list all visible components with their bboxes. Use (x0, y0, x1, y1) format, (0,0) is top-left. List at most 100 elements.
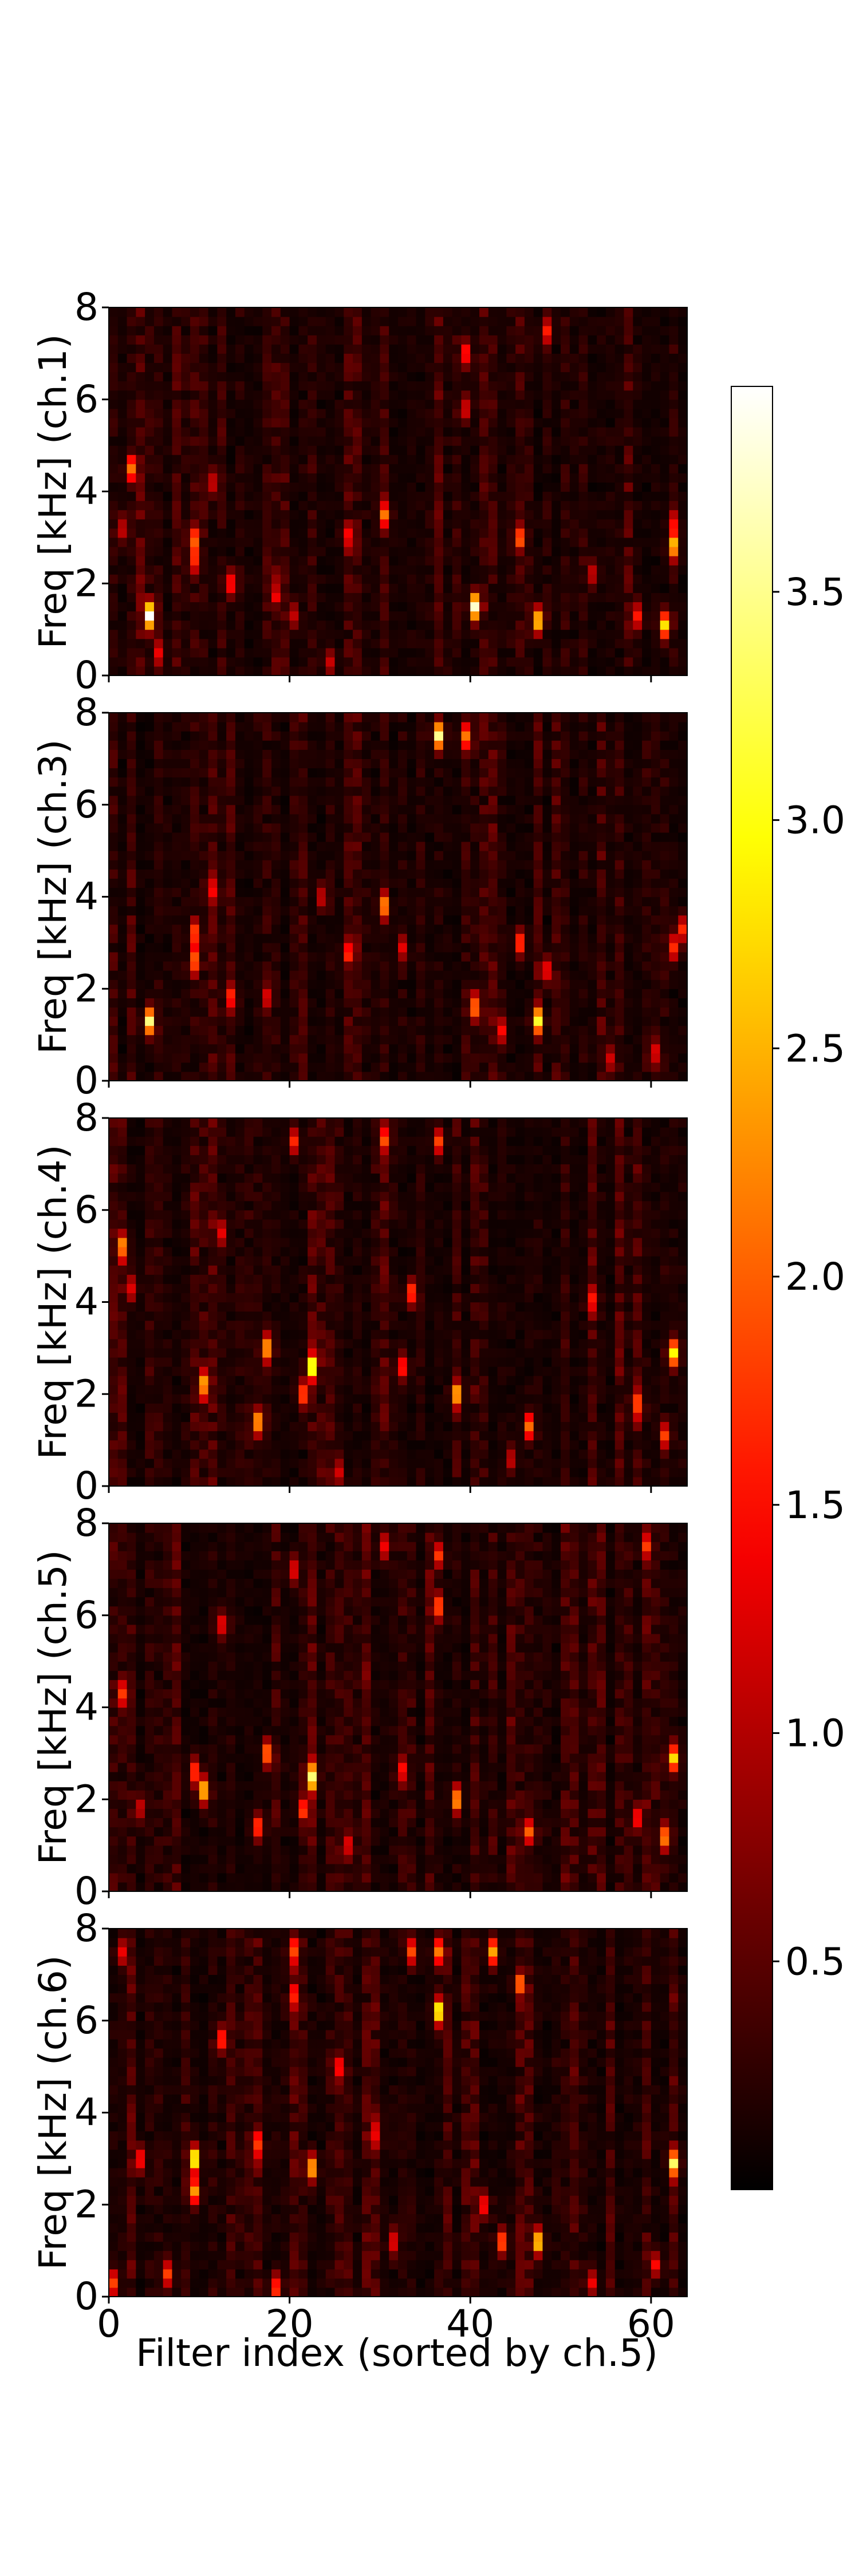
heatmap-cell (109, 408, 119, 418)
heatmap-cell (163, 464, 173, 473)
heatmap-cell (127, 491, 136, 501)
heatmap-cell (515, 583, 525, 593)
heatmap-cell (425, 1016, 435, 1026)
heatmap-cell (127, 887, 136, 898)
heatmap-cell (271, 317, 281, 326)
heatmap-cell (344, 372, 353, 382)
heatmap-cell (280, 1062, 290, 1072)
heatmap-cell (127, 1044, 136, 1054)
heatmap-cell (117, 878, 128, 888)
heatmap-cell (181, 381, 191, 391)
heatmap-cell (561, 749, 570, 759)
heatmap-cell (244, 592, 254, 603)
heatmap-cell (542, 961, 552, 971)
heatmap-cell (344, 417, 353, 428)
heatmap-cell (217, 657, 227, 667)
heatmap-cell (371, 455, 381, 464)
heatmap-cell (470, 951, 480, 962)
heatmap-cell (217, 1034, 227, 1045)
heatmap-cell (380, 915, 389, 925)
heatmap-cell (353, 381, 362, 391)
heatmap-cell (163, 647, 173, 658)
heatmap-cell (325, 372, 336, 382)
heatmap-cell (344, 851, 353, 860)
heatmap-cell (371, 372, 381, 382)
heatmap-cell (651, 408, 661, 418)
heatmap-cell (569, 399, 580, 409)
heatmap-cell (669, 666, 679, 676)
heatmap-cell (398, 638, 408, 649)
heatmap-cell (127, 1007, 136, 1017)
heatmap-cell (208, 307, 218, 317)
heatmap-cell (208, 722, 218, 732)
heatmap-cell (235, 583, 245, 593)
heatmap-cell (479, 832, 489, 842)
heatmap-cell (371, 565, 381, 575)
heatmap-cell (325, 666, 336, 676)
heatmap-cell (280, 832, 290, 842)
heatmap-cell (280, 1044, 290, 1054)
heatmap-cell (597, 399, 606, 409)
heatmap-cell (561, 961, 570, 971)
heatmap-cell (597, 740, 606, 750)
heatmap-cell (642, 970, 652, 980)
heatmap-cell (262, 1053, 272, 1063)
heatmap-cell (109, 979, 119, 989)
heatmap-cell (461, 1062, 471, 1072)
heatmap-cell (678, 666, 688, 676)
heatmap-cell (578, 1007, 589, 1017)
heatmap-cell (651, 372, 661, 382)
heatmap-cell (289, 611, 300, 621)
heatmap-cell (624, 500, 633, 511)
heatmap-cell (488, 1071, 498, 1081)
heatmap-cell (434, 592, 444, 603)
heatmap-cell (361, 786, 372, 796)
heatmap-cell (109, 528, 119, 538)
heatmap-cell (434, 851, 444, 860)
heatmap-cell (624, 326, 633, 335)
heatmap-cell (470, 851, 480, 860)
heatmap-cell (199, 408, 209, 418)
heatmap-cell (624, 537, 633, 547)
heatmap-cell (208, 1025, 218, 1036)
heatmap-cell (533, 731, 543, 741)
heatmap-cell (316, 749, 326, 759)
heatmap-cell (533, 638, 543, 649)
heatmap-cell (488, 666, 498, 676)
heatmap-cell (416, 583, 425, 593)
heatmap-cell (253, 804, 263, 815)
heatmap-cell (624, 869, 633, 879)
heatmap-cell (163, 749, 173, 759)
heatmap-cell (153, 390, 164, 400)
heatmap-cell (434, 390, 444, 400)
heatmap-cell (407, 869, 417, 879)
heatmap-cell (172, 344, 182, 354)
heatmap-cell (217, 749, 227, 759)
heatmap-cell (416, 335, 425, 345)
heatmap-cell (515, 592, 525, 603)
heatmap-cell (524, 583, 534, 593)
heatmap-cell (470, 813, 480, 824)
heatmap-cell (235, 804, 245, 815)
heatmap-cell (452, 887, 462, 898)
heatmap-cell (578, 951, 589, 962)
heatmap-cell (316, 979, 326, 989)
heatmap-cell (416, 436, 425, 446)
heatmap-cell (172, 777, 182, 787)
heatmap-cell (389, 546, 399, 556)
heatmap-cell (380, 583, 389, 593)
heatmap-cell (271, 509, 281, 520)
heatmap-cell (398, 970, 408, 980)
heatmap-cell (235, 1016, 245, 1026)
heatmap-cell (488, 869, 498, 879)
heatmap-cell (334, 362, 344, 373)
heatmap-cell (479, 777, 489, 787)
heatmap-cell (479, 731, 489, 741)
heatmap-cell (262, 390, 272, 400)
heatmap-cell (407, 436, 417, 446)
heatmap-cell (217, 1044, 227, 1054)
heatmap-cell (298, 998, 308, 1008)
heatmap-cell (344, 961, 353, 971)
heatmap-cell (153, 758, 164, 769)
heatmap-cell (334, 565, 344, 575)
